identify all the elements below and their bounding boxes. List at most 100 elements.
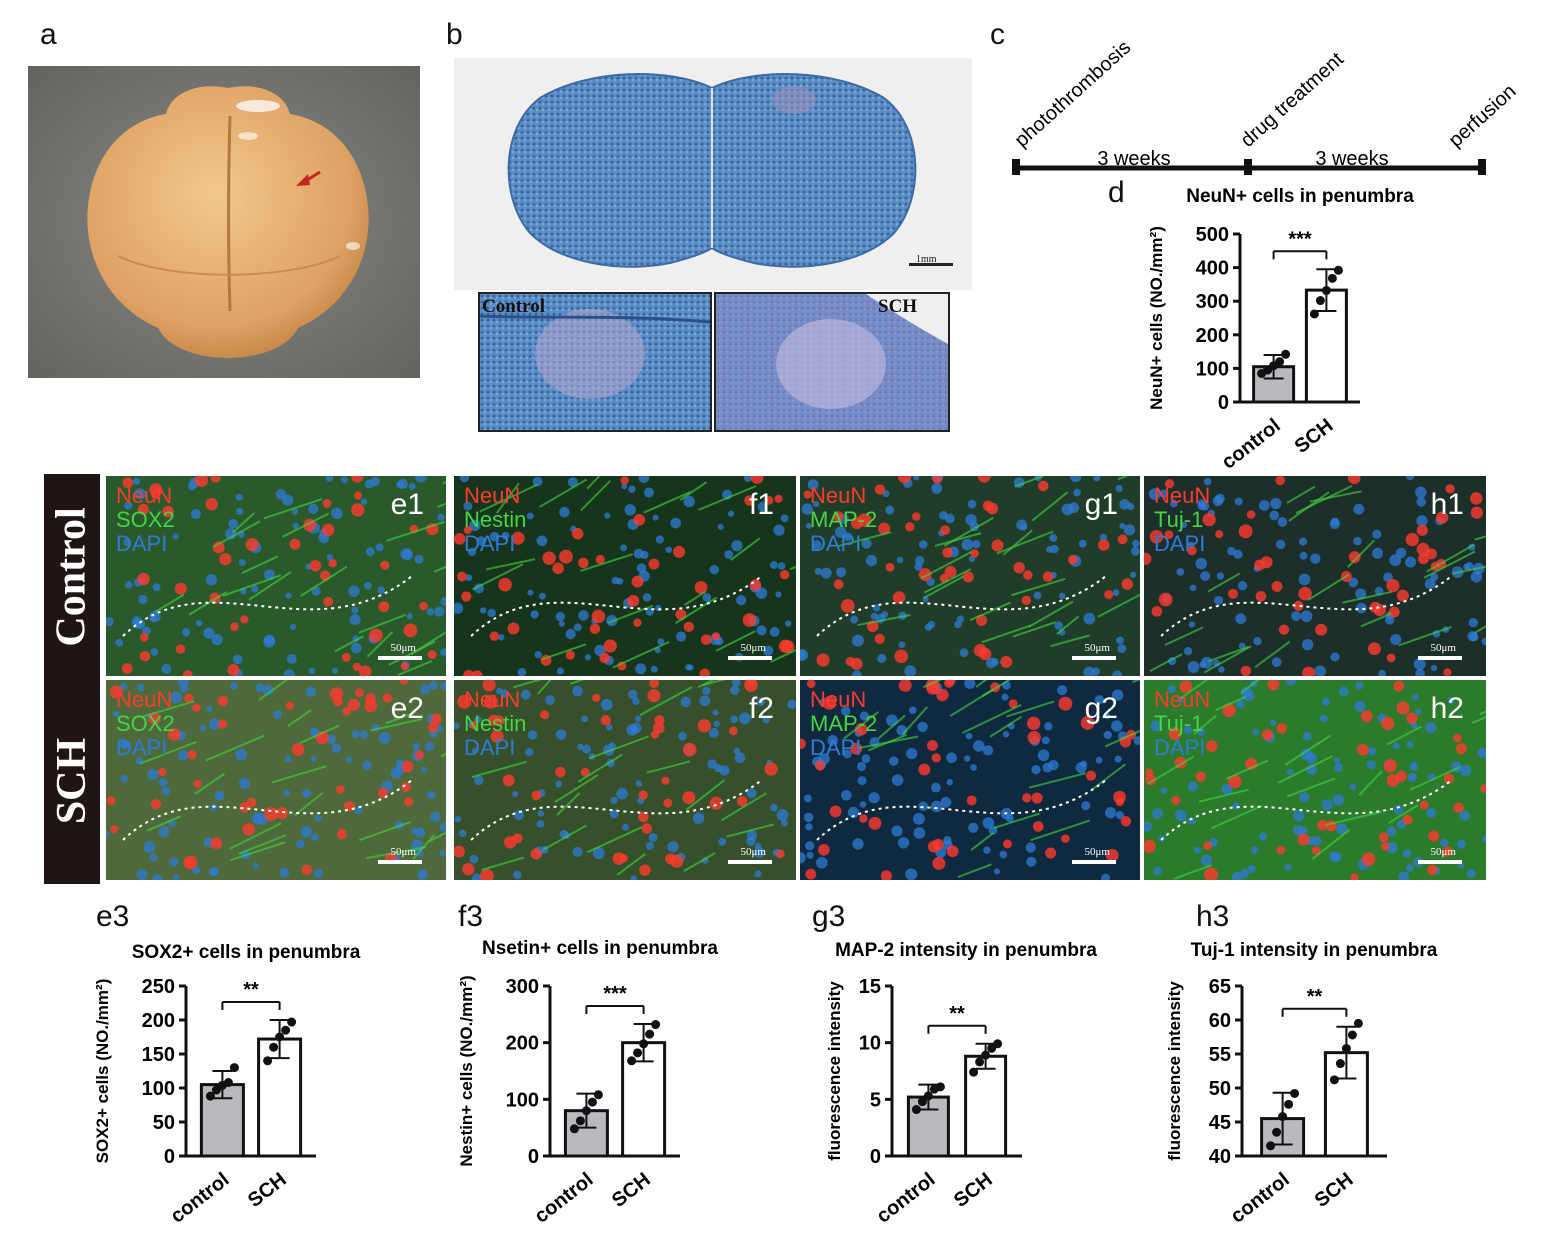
dapi-nucleus bbox=[555, 780, 563, 788]
neun-cell bbox=[806, 680, 816, 689]
neun-cell bbox=[850, 517, 863, 530]
green-fiber bbox=[370, 718, 423, 732]
dapi-nucleus bbox=[1153, 866, 1163, 876]
dapi-nucleus bbox=[208, 718, 221, 730]
dapi-nucleus bbox=[1314, 665, 1326, 676]
data-point bbox=[993, 1039, 1003, 1049]
y-tick-label: 300 bbox=[1196, 291, 1229, 313]
data-point bbox=[229, 1063, 239, 1073]
green-fiber bbox=[293, 791, 324, 817]
dapi-nucleus bbox=[914, 562, 923, 571]
dapi-nucleus bbox=[970, 764, 977, 771]
neun-cell bbox=[1418, 553, 1429, 565]
neun-cell bbox=[1428, 830, 1440, 842]
dapi-nucleus bbox=[1286, 768, 1294, 776]
green-fiber bbox=[586, 826, 643, 854]
green-fiber bbox=[843, 711, 879, 740]
dapi-nucleus bbox=[885, 505, 895, 515]
dapi-nucleus bbox=[897, 837, 910, 849]
marker-label: DAPI bbox=[116, 735, 168, 760]
green-fiber bbox=[683, 852, 716, 872]
neun-cell bbox=[855, 722, 868, 736]
dapi-nucleus bbox=[558, 620, 565, 627]
neun-cell bbox=[814, 760, 826, 771]
dapi-nucleus bbox=[1048, 759, 1059, 771]
dapi-nucleus bbox=[1349, 783, 1357, 791]
neun-cell bbox=[1267, 680, 1280, 691]
dapi-nucleus bbox=[840, 706, 851, 716]
y-tick-label: 45 bbox=[1209, 1112, 1231, 1134]
marker-label: Nestin bbox=[464, 507, 527, 532]
dapi-nucleus bbox=[924, 623, 933, 631]
dapi-nucleus bbox=[310, 755, 317, 763]
neun-cell bbox=[663, 798, 673, 808]
dapi-nucleus bbox=[1026, 856, 1037, 867]
panel-label-b: b bbox=[446, 18, 463, 51]
dapi-nucleus bbox=[1083, 612, 1096, 625]
row-label-strip bbox=[44, 474, 100, 884]
dapi-nucleus bbox=[471, 747, 479, 754]
green-fiber bbox=[646, 760, 691, 774]
dapi-nucleus bbox=[555, 729, 567, 740]
dapi-nucleus bbox=[850, 615, 859, 624]
dapi-nucleus bbox=[912, 812, 925, 825]
dapi-nucleus bbox=[1252, 728, 1260, 736]
neun-cell bbox=[639, 864, 651, 876]
data-point bbox=[1353, 1018, 1363, 1028]
green-fiber bbox=[1028, 772, 1086, 789]
neun-cell bbox=[403, 623, 418, 638]
neun-cell bbox=[151, 490, 161, 500]
neun-cell bbox=[182, 670, 193, 676]
significance-label: *** bbox=[603, 983, 627, 1005]
dapi-nucleus bbox=[634, 715, 642, 722]
dapi-nucleus bbox=[1309, 553, 1321, 564]
neun-cell bbox=[1121, 578, 1134, 590]
dapi-nucleus bbox=[1348, 577, 1359, 588]
dapi-nucleus bbox=[1459, 810, 1470, 822]
green-fiber bbox=[1325, 810, 1382, 827]
dapi-nucleus bbox=[1159, 489, 1169, 499]
green-fiber bbox=[1226, 759, 1269, 780]
dapi-nucleus bbox=[417, 869, 428, 880]
dapi-nucleus bbox=[604, 512, 611, 519]
dapi-nucleus bbox=[635, 780, 643, 787]
dapi-nucleus bbox=[1187, 781, 1198, 792]
green-fiber bbox=[388, 640, 436, 666]
neun-cell bbox=[840, 598, 855, 613]
penumbra-boundary bbox=[1160, 779, 1453, 841]
dapi-nucleus bbox=[473, 775, 484, 786]
dapi-nucleus bbox=[113, 710, 120, 718]
dapi-nucleus bbox=[1411, 693, 1419, 701]
dapi-nucleus bbox=[1095, 756, 1103, 764]
dapi-nucleus bbox=[1292, 825, 1304, 836]
micrograph-id: g2 bbox=[1084, 692, 1118, 725]
micrograph-texture bbox=[1144, 476, 1486, 676]
neun-cell bbox=[673, 545, 686, 558]
marker-label: DAPI bbox=[464, 531, 516, 556]
green-fiber bbox=[996, 530, 1054, 555]
dapi-nucleus bbox=[702, 686, 711, 695]
neun-cell bbox=[1179, 680, 1193, 694]
dapi-nucleus bbox=[635, 663, 647, 675]
neun-cell bbox=[355, 688, 364, 698]
marker-label: SOX2 bbox=[116, 507, 175, 532]
neun-cell bbox=[1067, 554, 1078, 565]
dapi-nucleus bbox=[628, 485, 636, 493]
neun-cell bbox=[878, 522, 891, 535]
timeline-interval-1: 3 weeks bbox=[1097, 148, 1170, 170]
chart-title: Nsetin+ cells in penumbra bbox=[482, 938, 718, 959]
green-fiber bbox=[1207, 572, 1241, 593]
neun-cell bbox=[1396, 701, 1410, 715]
dapi-nucleus bbox=[1460, 764, 1472, 777]
dapi-nucleus bbox=[513, 870, 522, 880]
panel-label-g3: g3 bbox=[812, 900, 846, 933]
dapi-nucleus bbox=[1240, 869, 1250, 879]
neun-cell bbox=[627, 594, 640, 607]
dapi-nucleus bbox=[930, 782, 941, 793]
x-tick-label: SCH bbox=[608, 1169, 655, 1212]
data-point bbox=[569, 1124, 579, 1134]
neun-cell bbox=[1425, 548, 1437, 560]
dapi-nucleus bbox=[136, 869, 148, 880]
data-point bbox=[281, 1025, 291, 1035]
dapi-nucleus bbox=[913, 827, 926, 839]
